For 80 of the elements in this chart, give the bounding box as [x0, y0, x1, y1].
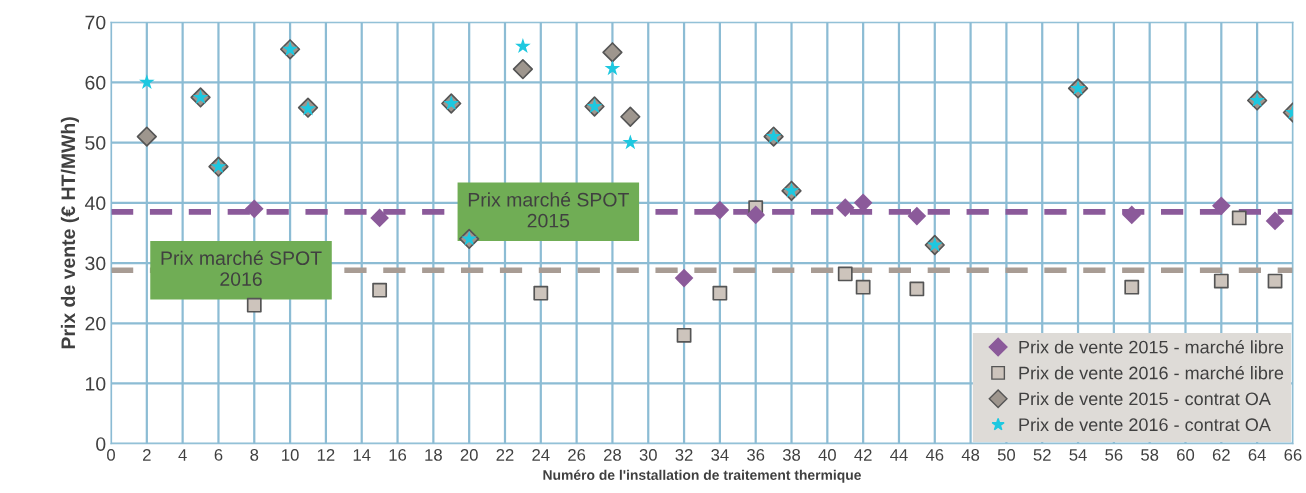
x-tick-label: 46: [925, 449, 944, 461]
x-tick-label: 40: [818, 449, 836, 461]
x-tick-label: 30: [639, 449, 657, 461]
x-tick-label: 38: [782, 449, 801, 461]
point: [855, 279, 871, 295]
y-tick-label: 50: [85, 136, 106, 150]
x-tick-label: 4: [178, 449, 187, 461]
point: [246, 297, 262, 313]
ref-line-label: Prix marché SPOT 2016: [161, 250, 322, 286]
point: [1267, 273, 1283, 289]
y-tick-label: 20: [85, 316, 106, 331]
point: [139, 74, 155, 90]
point: [512, 59, 534, 80]
point: [620, 106, 641, 127]
x-tick-label: 32: [675, 449, 693, 461]
x-tick-label: 6: [214, 449, 223, 461]
point: [746, 205, 766, 225]
point: [676, 327, 692, 343]
point: [515, 38, 531, 53]
point: [712, 285, 728, 301]
x-tick-label: 58: [1141, 449, 1159, 461]
point: [837, 266, 853, 282]
x-tick-label: 14: [353, 449, 371, 461]
x-tick-label: 10: [282, 449, 299, 461]
x-tick-label: 44: [890, 449, 908, 461]
x-tick-label: 52: [1033, 449, 1051, 461]
x-tick-label: 0: [107, 449, 115, 461]
x-tick-label: 54: [1069, 449, 1087, 461]
y-tick-label: 30: [85, 256, 106, 271]
point: [1213, 273, 1229, 289]
point: [604, 60, 621, 76]
x-tick-label: 20: [460, 449, 478, 461]
x-tick-label: 24: [532, 449, 550, 461]
ref-line-label: Prix marché SPOT 2015: [468, 192, 629, 228]
point: [674, 268, 694, 288]
point: [835, 198, 855, 217]
point: [907, 206, 927, 226]
x-tick-label: 16: [389, 449, 407, 461]
x-tick-label: 62: [1212, 449, 1230, 461]
x-tick-label: 36: [747, 449, 765, 461]
point: [622, 134, 639, 150]
y-tick-label: 10: [86, 376, 106, 391]
point: [244, 199, 264, 219]
point: [533, 285, 549, 301]
x-tick-label: 60: [1177, 449, 1195, 461]
legend-label: Prix de vente 2015 - marché libre: [1019, 340, 1284, 354]
point: [370, 208, 389, 228]
y-tick-label: 40: [84, 196, 106, 211]
legend-label: Prix de vente 2015 - contrat OA: [1019, 391, 1271, 406]
x-tick-label: 66: [1284, 449, 1302, 461]
y-tick-label: 60: [85, 75, 106, 90]
point: [1122, 205, 1142, 225]
point: [1211, 196, 1231, 216]
point: [1265, 211, 1285, 231]
y-tick-label: 70: [85, 15, 106, 30]
y-axis-title: Prix de vente (€ HT/MWh): [60, 117, 79, 349]
x-tick-label: 50: [997, 449, 1016, 461]
point: [372, 282, 388, 298]
y-tick-label: 0: [96, 437, 106, 451]
point: [602, 42, 623, 63]
x-tick-label: 56: [1105, 449, 1123, 461]
point: [1124, 279, 1140, 295]
x-tick-label: 64: [1248, 449, 1266, 461]
x-tick-label: 12: [317, 449, 335, 461]
x-tick-label: 34: [711, 449, 729, 461]
x-tick-label: 18: [425, 449, 442, 461]
legend-label: Prix de vente 2016 - marché libre: [1019, 365, 1284, 380]
x-tick-label: 8: [250, 449, 259, 461]
point: [136, 126, 157, 147]
point: [909, 281, 925, 297]
x-tick-label: 48: [961, 449, 980, 461]
x-tick-label: 26: [568, 449, 586, 461]
legend-label: Prix de vente 2016 - contrat OA: [1019, 417, 1271, 432]
point: [1231, 210, 1247, 226]
x-tick-label: 22: [496, 449, 514, 461]
x-axis-title: Numéro de l'installation de traitement thermique: [543, 469, 861, 483]
x-tick-label: 28: [604, 449, 621, 461]
x-tick-label: 2: [143, 449, 151, 461]
x-tick-label: 42: [854, 449, 872, 461]
point: [710, 200, 730, 220]
